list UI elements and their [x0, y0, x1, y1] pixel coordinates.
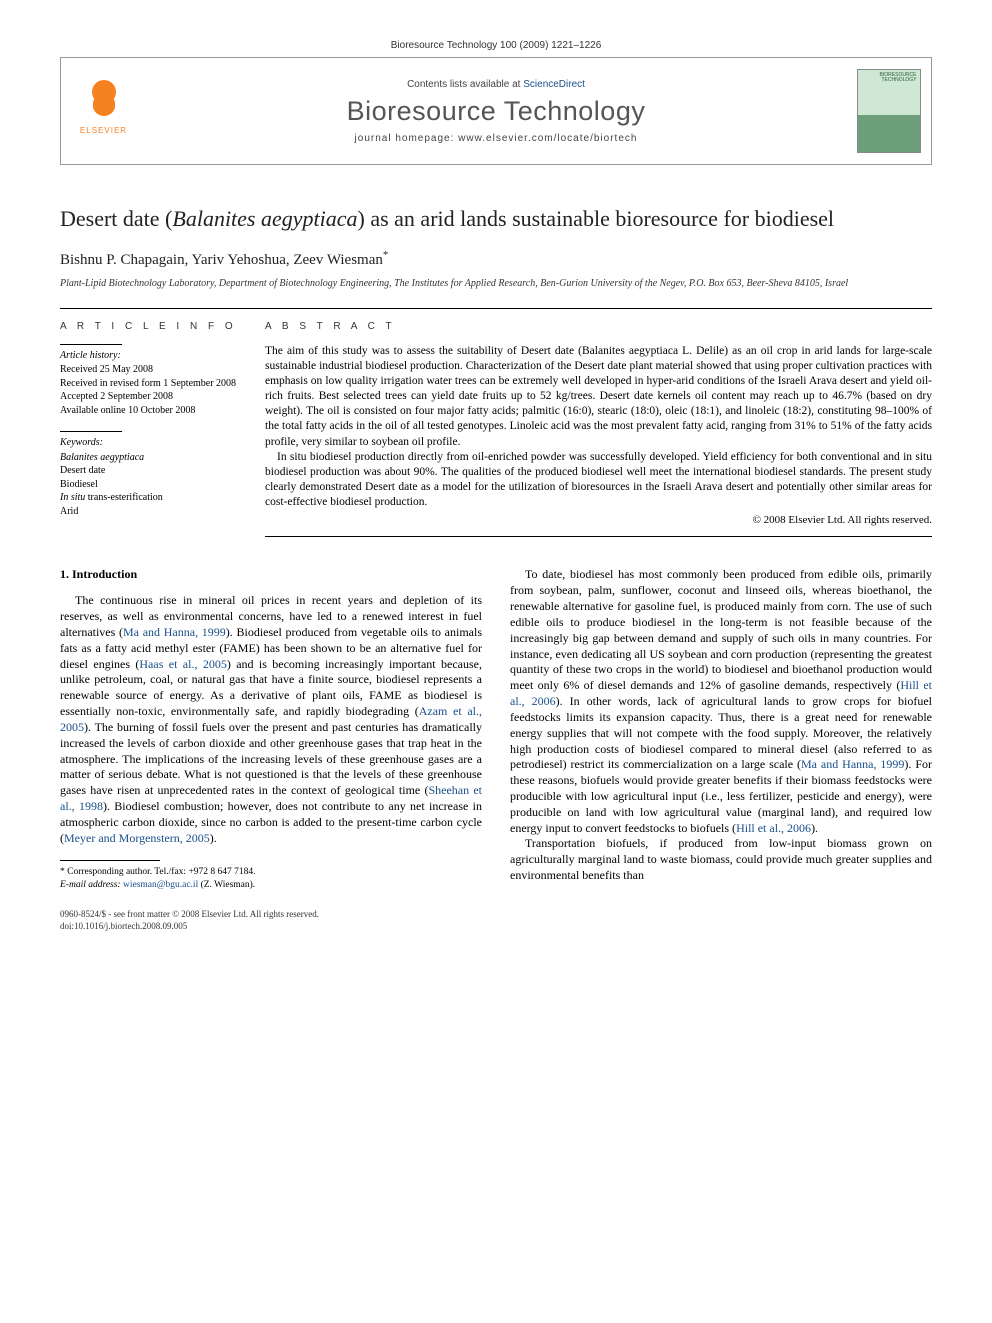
abstract-p2: In situ biodiesel production directly fr…: [265, 450, 932, 511]
elsevier-label: ELSEVIER: [80, 126, 127, 135]
sciencedirect-link[interactable]: ScienceDirect: [523, 79, 585, 90]
info-rule: [60, 344, 122, 345]
body-columns: 1. Introduction The continuous rise in m…: [60, 567, 932, 932]
intro-paragraph: The continuous rise in mineral oil price…: [60, 593, 482, 846]
citation-link[interactable]: Hill et al., 2006: [736, 821, 811, 835]
article-history: Article history: Received 25 May 2008 Re…: [60, 349, 247, 418]
corresponding-footnote: * Corresponding author. Tel./fax: +972 8…: [60, 866, 482, 891]
received-date: Received 25 May 2008: [60, 363, 247, 377]
history-head: Article history:: [60, 349, 247, 363]
journal-header-center: Contents lists available at ScienceDirec…: [146, 58, 846, 164]
email-link[interactable]: wiesman@bgu.ac.il: [123, 880, 198, 890]
bottom-meta: 0960-8524/$ - see front matter © 2008 El…: [60, 909, 482, 932]
authors: Bishnu P. Chapagain, Yariv Yehoshua, Zee…: [60, 249, 932, 269]
info-abstract-row: A R T I C L E I N F O Article history: R…: [60, 308, 932, 538]
title-italic: Balanites aegyptiaca: [172, 206, 357, 231]
citation-link[interactable]: Haas et al., 2005: [139, 657, 226, 671]
cover-label: BIORESOURCE TECHNOLOGY: [880, 72, 917, 83]
title-part2: ) as an arid lands sustainable bioresour…: [358, 206, 835, 231]
article-info-column: A R T I C L E I N F O Article history: R…: [60, 308, 265, 538]
doi-line: doi:10.1016/j.biortech.2008.09.005: [60, 921, 482, 933]
abstract-p1: The aim of this study was to assess the …: [265, 344, 932, 450]
page: Bioresource Technology 100 (2009) 1221–1…: [0, 0, 992, 973]
footnote-separator: [60, 860, 160, 861]
body-paragraph: Transportation biofuels, if produced fro…: [510, 836, 932, 883]
corresponding-mark: *: [383, 249, 389, 261]
journal-homepage-line: journal homepage: www.elsevier.com/locat…: [355, 133, 638, 144]
corr-email-line: E-mail address: wiesman@bgu.ac.il (Z. Wi…: [60, 879, 482, 891]
abstract-column: A B S T R A C T The aim of this study wa…: [265, 308, 932, 538]
corr-phone: * Corresponding author. Tel./fax: +972 8…: [60, 866, 482, 878]
publisher-logo-cell: ELSEVIER: [61, 58, 146, 164]
info-rule: [60, 431, 122, 432]
journal-header-box: ELSEVIER Contents lists available at Sci…: [60, 57, 932, 165]
citation-link[interactable]: Ma and Hanna, 1999: [123, 625, 226, 639]
keyword-italic-part: In situ: [60, 492, 85, 503]
online-date: Available online 10 October 2008: [60, 404, 247, 418]
homepage-url[interactable]: www.elsevier.com/locate/biortech: [458, 133, 637, 144]
revised-date: Received in revised form 1 September 200…: [60, 377, 247, 391]
body-column-left: 1. Introduction The continuous rise in m…: [60, 567, 482, 932]
elsevier-tree-icon: [80, 76, 128, 124]
elsevier-logo: ELSEVIER: [74, 76, 134, 146]
body-paragraph: To date, biodiesel has most commonly bee…: [510, 567, 932, 836]
abstract-text: The aim of this study was to assess the …: [265, 344, 932, 511]
keyword: In situ trans-esterification: [60, 491, 247, 505]
keywords-block: Keywords: Balanites aegyptiaca Desert da…: [60, 436, 247, 518]
journal-cover-thumbnail: BIORESOURCE TECHNOLOGY: [857, 69, 921, 153]
article-info-label: A R T I C L E I N F O: [60, 321, 247, 332]
authors-list: Bishnu P. Chapagain, Yariv Yehoshua, Zee…: [60, 252, 383, 268]
contents-prefix: Contents lists available at: [407, 79, 523, 90]
section-heading-intro: 1. Introduction: [60, 567, 482, 583]
article-title: Desert date (Balanites aegyptiaca) as an…: [60, 205, 932, 233]
copyright-line: © 2008 Elsevier Ltd. All rights reserved…: [265, 514, 932, 526]
keyword: Arid: [60, 505, 247, 519]
running-head: Bioresource Technology 100 (2009) 1221–1…: [60, 40, 932, 51]
affiliation: Plant-Lipid Biotechnology Laboratory, De…: [60, 277, 932, 290]
accepted-date: Accepted 2 September 2008: [60, 390, 247, 404]
abstract-bottom-rule: [265, 536, 932, 537]
contents-line: Contents lists available at ScienceDirec…: [407, 79, 585, 90]
keywords-head: Keywords:: [60, 436, 247, 450]
email-who: (Z. Wiesman).: [198, 880, 255, 890]
citation-link[interactable]: Ma and Hanna, 1999: [801, 757, 904, 771]
keyword: Biodiesel: [60, 478, 247, 492]
journal-cover-cell: BIORESOURCE TECHNOLOGY: [846, 58, 931, 164]
abstract-label: A B S T R A C T: [265, 321, 932, 332]
title-part1: Desert date (: [60, 206, 172, 231]
email-label: E-mail address:: [60, 880, 121, 890]
keyword: Desert date: [60, 464, 247, 478]
keyword: Balanites aegyptiaca: [60, 451, 247, 465]
citation-link[interactable]: Meyer and Morgenstern, 2005: [64, 831, 210, 845]
homepage-prefix: journal homepage:: [355, 133, 459, 144]
body-column-right: To date, biodiesel has most commonly bee…: [510, 567, 932, 932]
journal-name: Bioresource Technology: [347, 96, 646, 127]
issn-line: 0960-8524/$ - see front matter © 2008 El…: [60, 909, 482, 921]
keyword-rest: trans-esterification: [85, 492, 162, 503]
